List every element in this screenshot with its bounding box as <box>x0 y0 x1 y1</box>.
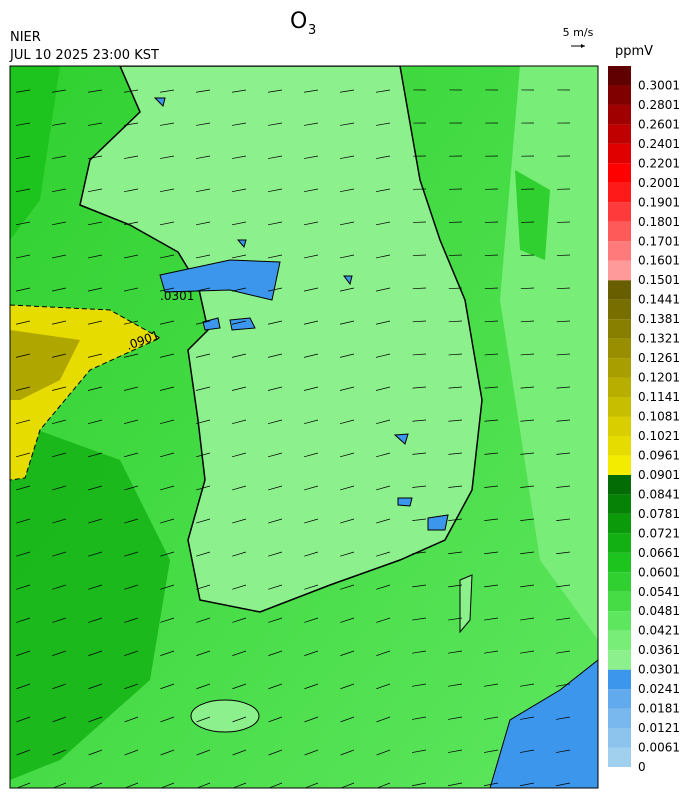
jeju-island <box>191 700 259 732</box>
colorbar-box <box>608 455 631 474</box>
colorbar-label: 0.2001 <box>638 176 680 190</box>
colorbar-label: 0.1701 <box>638 234 680 248</box>
colorbar-box <box>608 533 631 552</box>
colorbar-label: 0.0781 <box>638 507 680 521</box>
colorbar-box <box>608 650 631 669</box>
colorbar-label: 0.1261 <box>638 351 680 365</box>
colorbar-box <box>608 280 631 299</box>
colorbar-box <box>608 475 631 494</box>
colorbar-box <box>608 202 631 221</box>
colorbar-box <box>608 378 631 397</box>
colorbar-label: 0.1321 <box>638 332 680 346</box>
colorbar-box <box>608 300 631 319</box>
colorbar-label: 0.1201 <box>638 371 680 385</box>
colorbar-box <box>608 397 631 416</box>
colorbar: 0 0.0061 0.0121 0.0181 0.0241 0.0301 0.0361 0.0… <box>608 66 680 774</box>
colorbar-label: 0.2401 <box>638 137 680 151</box>
colorbar-label: 0.1081 <box>638 410 680 424</box>
colorbar-label: 0.0481 <box>638 604 680 618</box>
colorbar-box <box>608 553 631 572</box>
colorbar-box <box>608 222 631 241</box>
colorbar-box <box>608 261 631 280</box>
colorbar-label: 0.0841 <box>638 487 680 501</box>
colorbar-label: 0.2801 <box>638 98 680 112</box>
colorbar-box <box>608 670 631 689</box>
colorbar-label: 0.0121 <box>638 721 680 735</box>
colorbar-box <box>608 417 631 436</box>
colorbar-box <box>608 436 631 455</box>
colorbar-box <box>608 339 631 358</box>
colorbar-box <box>608 514 631 533</box>
colorbar-box <box>608 631 631 650</box>
colorbar-box <box>608 105 631 124</box>
colorbar-label: 0.0241 <box>638 682 680 696</box>
colorbar-label: 0.1801 <box>638 215 680 229</box>
colorbar-label: 0.3001 <box>638 78 680 92</box>
colorbar-label: 0.2601 <box>638 117 680 131</box>
colorbar-box <box>608 572 631 591</box>
colorbar-label: 0.0541 <box>638 585 680 599</box>
colorbar-box <box>608 494 631 513</box>
colorbar-label: 0.0661 <box>638 546 680 560</box>
contour-label: .0301 <box>160 289 194 303</box>
colorbar-label: 0.0961 <box>638 448 680 462</box>
colorbar-box <box>608 709 631 728</box>
colorbar-label: 0.1601 <box>638 254 680 268</box>
colorbar-label: 0.0901 <box>638 468 680 482</box>
colorbar-label: 0.0601 <box>638 565 680 579</box>
colorbar-box <box>608 748 631 767</box>
legend-unit: ppmV <box>615 44 653 59</box>
colorbar-label: 0.1501 <box>638 273 680 287</box>
colorbar-box <box>608 728 631 747</box>
datetime: JUL 10 2025 23:00 KST <box>9 48 159 63</box>
colorbar-box <box>608 592 631 611</box>
wind-reference-label: 5 m/s <box>563 26 594 39</box>
colorbar-box <box>608 241 631 260</box>
colorbar-box <box>608 319 631 338</box>
source: NIER <box>10 30 41 45</box>
wind-reference-head <box>581 44 585 48</box>
colorbar-label: 0.0421 <box>638 624 680 638</box>
colorbar-label: 0.1141 <box>638 390 680 404</box>
colorbar-label: 0.1381 <box>638 312 680 326</box>
colorbar-box <box>608 183 631 202</box>
colorbar-box <box>608 66 631 85</box>
title-subscript: 3 <box>308 23 316 38</box>
colorbar-label: 0.2201 <box>638 156 680 170</box>
map: .0301 .0901 <box>10 66 598 788</box>
colorbar-label: 0.1441 <box>638 293 680 307</box>
colorbar-box <box>608 124 631 143</box>
colorbar-label: 0.0301 <box>638 663 680 677</box>
colorbar-box <box>608 85 631 104</box>
colorbar-box <box>608 163 631 182</box>
colorbar-box <box>608 144 631 163</box>
colorbar-label: 0 <box>638 760 646 774</box>
colorbar-label: 0.1901 <box>638 195 680 209</box>
colorbar-box <box>608 689 631 708</box>
colorbar-box <box>608 611 631 630</box>
colorbar-label: 0.0361 <box>638 643 680 657</box>
colorbar-label: 0.0181 <box>638 702 680 716</box>
title: O <box>290 9 307 34</box>
colorbar-box <box>608 358 631 377</box>
colorbar-label: 0.0721 <box>638 526 680 540</box>
colorbar-label: 0.1021 <box>638 429 680 443</box>
colorbar-label: 0.0061 <box>638 741 680 755</box>
